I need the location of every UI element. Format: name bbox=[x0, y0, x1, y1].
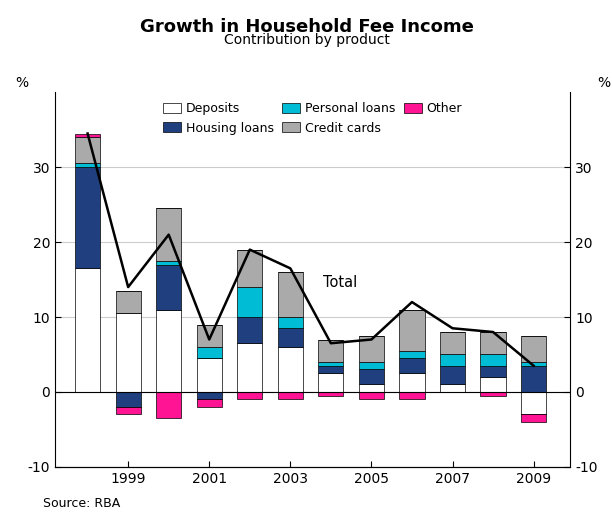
Bar bbox=[237, 392, 262, 400]
Bar bbox=[156, 392, 181, 418]
Text: Contribution by product: Contribution by product bbox=[224, 33, 389, 47]
Text: Source: RBA: Source: RBA bbox=[43, 498, 120, 510]
Bar bbox=[75, 167, 100, 268]
Bar bbox=[318, 366, 343, 373]
Bar bbox=[481, 366, 506, 377]
Bar bbox=[156, 261, 181, 265]
Bar bbox=[359, 362, 384, 369]
Bar bbox=[359, 369, 384, 384]
Bar bbox=[318, 362, 343, 366]
Bar bbox=[400, 351, 425, 358]
Bar bbox=[440, 354, 465, 366]
Bar bbox=[440, 332, 465, 354]
Bar bbox=[400, 392, 425, 400]
Bar bbox=[440, 366, 465, 384]
Bar bbox=[75, 164, 100, 167]
Legend: Deposits, Housing loans, Personal loans, Credit cards, Other: Deposits, Housing loans, Personal loans,… bbox=[159, 98, 466, 139]
Bar bbox=[156, 309, 181, 392]
Bar bbox=[400, 309, 425, 351]
Bar bbox=[197, 347, 222, 358]
Bar bbox=[440, 384, 465, 392]
Text: %: % bbox=[597, 76, 610, 90]
Bar bbox=[481, 377, 506, 392]
Bar bbox=[359, 336, 384, 362]
Bar bbox=[521, 362, 546, 366]
Bar bbox=[197, 325, 222, 347]
Bar bbox=[318, 392, 343, 396]
Bar bbox=[318, 373, 343, 392]
Bar bbox=[116, 313, 141, 392]
Bar bbox=[156, 208, 181, 261]
Bar bbox=[278, 317, 303, 328]
Bar bbox=[278, 347, 303, 392]
Bar bbox=[400, 373, 425, 392]
Bar bbox=[521, 336, 546, 362]
Bar bbox=[156, 265, 181, 309]
Bar bbox=[116, 407, 141, 415]
Bar bbox=[359, 384, 384, 392]
Bar bbox=[481, 354, 506, 366]
Bar bbox=[481, 332, 506, 354]
Bar bbox=[116, 392, 141, 407]
Bar bbox=[237, 317, 262, 343]
Bar bbox=[75, 268, 100, 392]
Bar bbox=[116, 291, 141, 313]
Bar bbox=[237, 343, 262, 392]
Bar bbox=[197, 358, 222, 392]
Bar bbox=[197, 400, 222, 407]
Bar bbox=[521, 392, 546, 415]
Bar bbox=[197, 392, 222, 400]
Bar bbox=[521, 415, 546, 422]
Bar bbox=[400, 358, 425, 373]
Bar bbox=[278, 272, 303, 317]
Bar bbox=[318, 340, 343, 362]
Bar bbox=[237, 287, 262, 317]
Bar bbox=[359, 392, 384, 400]
Text: Growth in Household Fee Income: Growth in Household Fee Income bbox=[140, 18, 473, 36]
Bar bbox=[278, 392, 303, 400]
Text: Total: Total bbox=[323, 275, 357, 290]
Bar bbox=[521, 366, 546, 392]
Text: %: % bbox=[15, 76, 28, 90]
Bar bbox=[237, 250, 262, 287]
Bar bbox=[75, 137, 100, 164]
Bar bbox=[75, 133, 100, 137]
Bar bbox=[481, 392, 506, 396]
Bar bbox=[278, 328, 303, 347]
